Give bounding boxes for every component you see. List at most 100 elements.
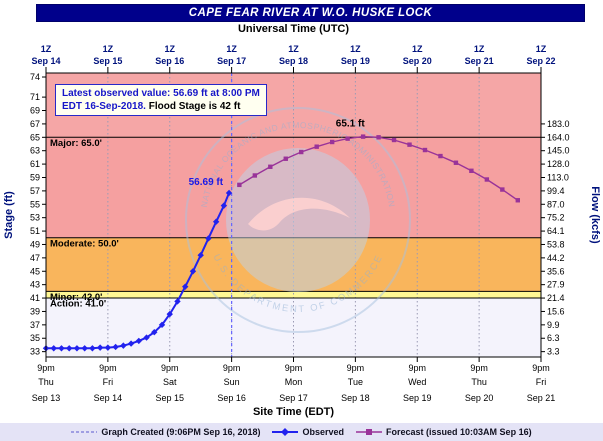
svg-text:Sep 20: Sep 20 <box>465 393 494 403</box>
svg-text:87.0: 87.0 <box>547 199 565 209</box>
svg-text:Sep 19: Sep 19 <box>341 56 370 66</box>
svg-text:9pm: 9pm <box>99 363 117 373</box>
svg-text:53.8: 53.8 <box>547 239 565 249</box>
legend-forecast: Forecast (issued 10:03AM Sep 16) <box>356 427 532 437</box>
svg-text:1Z: 1Z <box>164 44 175 54</box>
svg-text:113.0: 113.0 <box>547 172 569 182</box>
svg-text:1Z: 1Z <box>226 44 237 54</box>
annotation-65.1-ft: 65.1 ft <box>336 119 366 130</box>
svg-text:51: 51 <box>30 226 40 236</box>
svg-text:27.9: 27.9 <box>547 280 565 290</box>
latest-observed-line2: EDT 16-Sep-2018. Flood Stage is 42 ft <box>62 100 260 113</box>
svg-text:Fri: Fri <box>536 377 547 387</box>
svg-text:Sun: Sun <box>224 377 240 387</box>
svg-text:43: 43 <box>30 280 40 290</box>
legend-graph-created-label: Graph Created (9:06PM Sep 16, 2018) <box>101 427 261 437</box>
svg-text:35.6: 35.6 <box>547 266 565 276</box>
svg-text:Wed: Wed <box>408 377 426 387</box>
svg-text:39: 39 <box>30 306 40 316</box>
svg-text:99.4: 99.4 <box>547 186 565 196</box>
legend: Graph Created (9:06PM Sep 16, 2018) Obse… <box>0 423 603 441</box>
svg-text:Sep 14: Sep 14 <box>94 393 123 403</box>
zone-action <box>46 291 541 299</box>
svg-text:Sat: Sat <box>163 377 177 387</box>
legend-observed: Observed <box>272 427 344 437</box>
dashed-line-icon <box>71 431 98 433</box>
zone-label-moderate: Moderate: 50.0' <box>50 238 119 249</box>
svg-text:6.3: 6.3 <box>547 333 560 343</box>
zone-label-minor: Minor: 42.0' <box>50 292 102 303</box>
flood-stage-note: Flood Stage is 42 ft <box>148 101 241 112</box>
svg-text:Sep 22: Sep 22 <box>526 56 555 66</box>
svg-text:145.0: 145.0 <box>547 146 570 156</box>
latest-observed-line1: Latest observed value: 56.69 ft at 8:00 … <box>62 88 260 99</box>
svg-text:63: 63 <box>30 146 40 156</box>
zone-label-major: Major: 65.0' <box>50 138 102 149</box>
flow-axis-title: Flow (kcfs) <box>589 186 601 244</box>
svg-text:61: 61 <box>30 159 40 169</box>
svg-text:47: 47 <box>30 253 40 263</box>
svg-text:Fri: Fri <box>103 377 114 387</box>
legend-forecast-label: Forecast (issued 10:03AM Sep 16) <box>386 427 532 437</box>
svg-text:Thu: Thu <box>38 377 54 387</box>
flow-axis: 183.0 164.0 145.0 128.0 113.0 99.4 87.0 75.2 64.… <box>541 119 570 357</box>
svg-text:9pm: 9pm <box>408 363 426 373</box>
site-time-axis-label: Site Time (EDT) <box>252 406 335 418</box>
legend-observed-label: Observed <box>302 427 345 437</box>
svg-text:35: 35 <box>30 333 40 343</box>
svg-text:75.2: 75.2 <box>547 213 565 223</box>
annotation-56.69-ft: 56.69 ft <box>189 177 224 188</box>
svg-text:9.9: 9.9 <box>547 320 560 330</box>
svg-text:Sep 19: Sep 19 <box>403 393 432 403</box>
svg-text:1Z: 1Z <box>288 44 299 54</box>
forecast-line-icon <box>356 429 383 435</box>
svg-text:Sep 21: Sep 21 <box>465 56 494 66</box>
svg-text:53: 53 <box>30 213 40 223</box>
svg-text:183.0: 183.0 <box>547 119 570 129</box>
svg-text:Sep 18: Sep 18 <box>279 56 308 66</box>
zone-label-action: Action: 41.0' <box>50 299 106 310</box>
svg-text:3.3: 3.3 <box>547 347 560 357</box>
svg-text:9pm: 9pm <box>223 363 241 373</box>
svg-text:164.0: 164.0 <box>547 132 570 142</box>
svg-text:9pm: 9pm <box>532 363 550 373</box>
svg-text:65: 65 <box>30 132 40 142</box>
svg-text:Mon: Mon <box>285 377 303 387</box>
observed-line-icon <box>272 428 299 436</box>
series-forecast <box>237 134 520 203</box>
svg-text:71: 71 <box>30 92 40 102</box>
svg-text:Sep 20: Sep 20 <box>403 56 432 66</box>
svg-text:9pm: 9pm <box>161 363 179 373</box>
svg-text:1Z: 1Z <box>103 44 114 54</box>
svg-text:Sep 17: Sep 17 <box>217 56 246 66</box>
svg-text:Sep 15: Sep 15 <box>93 56 122 66</box>
svg-text:1Z: 1Z <box>412 44 423 54</box>
svg-text:9pm: 9pm <box>285 363 303 373</box>
page-title: CAPE FEAR RIVER AT W.O. HUSKE LOCK <box>188 7 433 19</box>
svg-text:Tue: Tue <box>348 377 363 387</box>
svg-text:Sep 16: Sep 16 <box>217 393 246 403</box>
svg-text:Thu: Thu <box>471 377 487 387</box>
svg-text:49: 49 <box>30 239 40 249</box>
svg-text:9pm: 9pm <box>347 363 365 373</box>
chart-title-bar: CAPE FEAR RIVER AT W.O. HUSKE LOCK <box>36 4 585 22</box>
latest-observed-box: Latest observed value: 56.69 ft at 8:00 … <box>55 84 267 116</box>
svg-text:57: 57 <box>30 186 40 196</box>
svg-text:Sep 14: Sep 14 <box>31 56 60 66</box>
svg-text:1Z: 1Z <box>536 44 547 54</box>
svg-text:64.1: 64.1 <box>547 226 565 236</box>
svg-text:1Z: 1Z <box>474 44 485 54</box>
zone-below-action <box>46 298 541 357</box>
svg-text:Sep 18: Sep 18 <box>341 393 370 403</box>
svg-text:Sep 16: Sep 16 <box>155 56 184 66</box>
svg-text:45: 45 <box>30 266 40 276</box>
bottom-axis: 9pm Thu Sep 13 9pm Fri Sep 14 9pm Sat Sep 15 9pm S… <box>32 357 556 403</box>
svg-text:44.2: 44.2 <box>547 253 565 263</box>
svg-text:41: 41 <box>30 293 40 303</box>
svg-text:9pm: 9pm <box>470 363 488 373</box>
svg-text:74: 74 <box>30 72 40 82</box>
svg-text:Sep 21: Sep 21 <box>527 393 556 403</box>
latest-observed-date: EDT 16-Sep-2018. <box>62 101 146 112</box>
